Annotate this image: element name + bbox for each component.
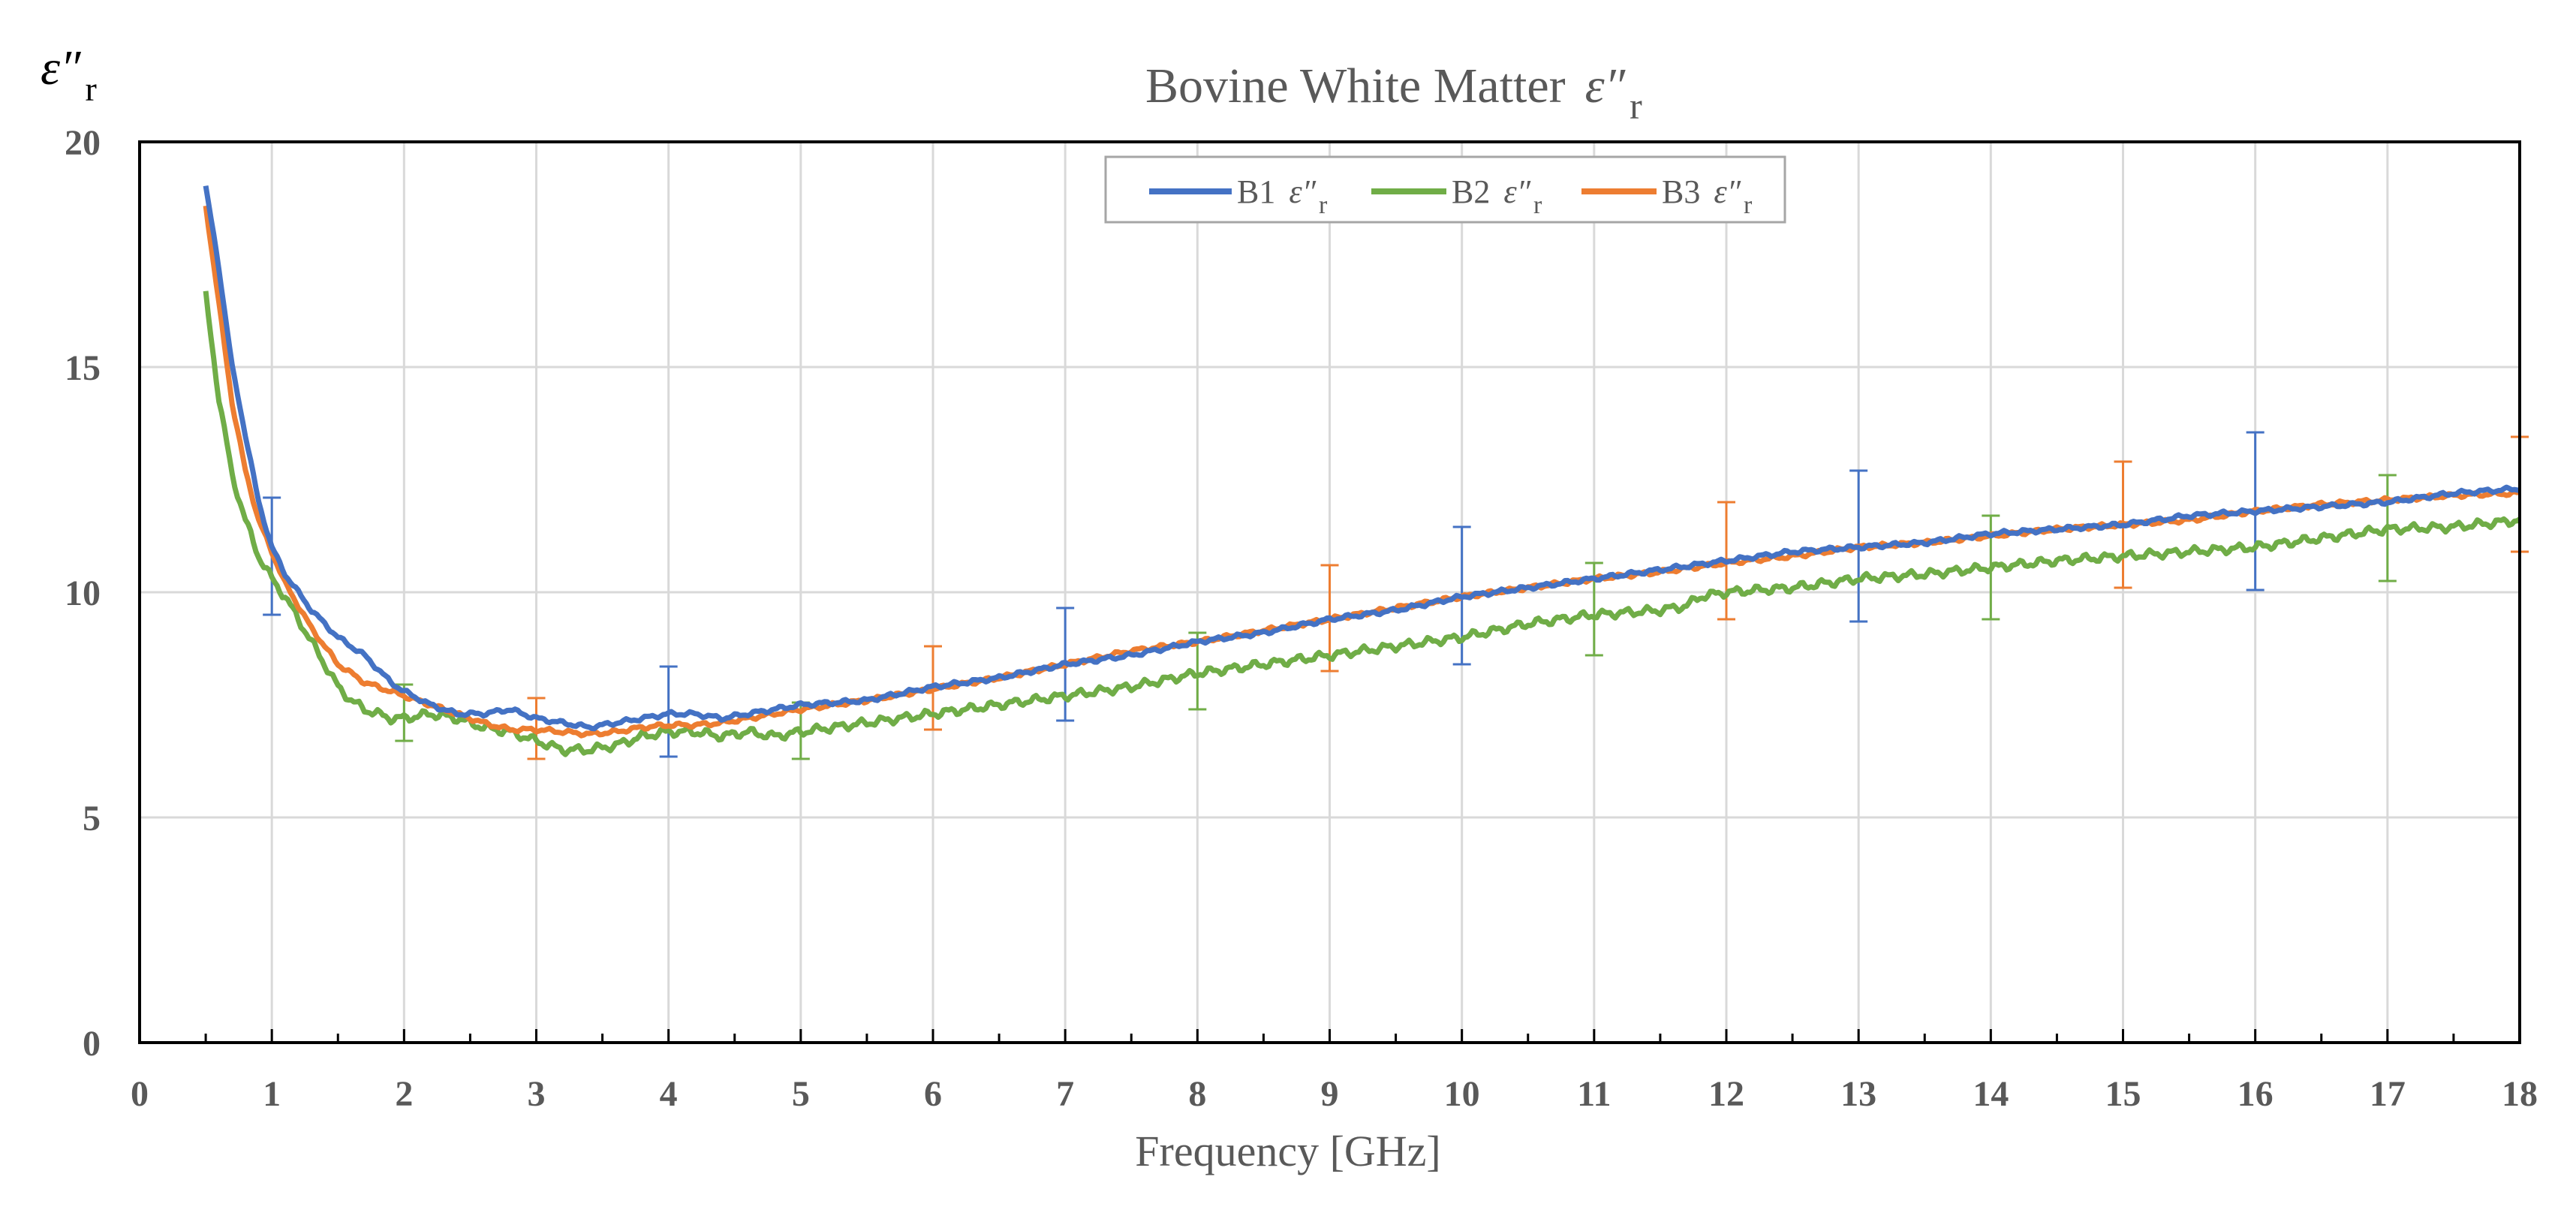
x-tick-label: 18 bbox=[2502, 1074, 2538, 1114]
legend-label-b3: B3 ε″ r bbox=[1662, 173, 1753, 219]
x-axis-tick-labels: 0 1 2 3 4 5 6 7 8 9 10 11 12 13 14 15 16 17 18 bbox=[131, 1074, 2538, 1114]
chart-title: Bovine White Matter ε″ r bbox=[1145, 59, 1642, 127]
legend-item-b3: B3 ε″ r bbox=[1581, 173, 1753, 219]
y-tick-label: 15 bbox=[65, 348, 101, 388]
x-tick-label: 10 bbox=[1444, 1074, 1480, 1114]
x-tick-label: 6 bbox=[924, 1074, 942, 1114]
error-bar-b3 bbox=[527, 697, 546, 760]
x-tick-label: 17 bbox=[2370, 1074, 2406, 1114]
x-tick-label: 11 bbox=[1577, 1074, 1611, 1114]
x-tick-label: 13 bbox=[1840, 1074, 1876, 1114]
x-tick-label: 15 bbox=[2105, 1074, 2141, 1114]
x-axis-title: Frequency [GHz] bbox=[1135, 1127, 1440, 1175]
legend-label-b2: B2 ε″ r bbox=[1452, 173, 1542, 219]
y-tick-label: 0 bbox=[83, 1024, 101, 1064]
legend-label-b1: B1 ε″ r bbox=[1237, 173, 1328, 219]
x-tick-label: 1 bbox=[263, 1074, 281, 1114]
legend: B1 ε″ r B2 ε″ r B3 ε″ r bbox=[1104, 155, 1786, 224]
x-tick-label: 2 bbox=[395, 1074, 413, 1114]
x-tick-label: 7 bbox=[1056, 1074, 1074, 1114]
y-tick-label: 20 bbox=[65, 123, 101, 163]
x-tick-label: 5 bbox=[792, 1074, 810, 1114]
x-tick-label: 12 bbox=[1708, 1074, 1744, 1114]
error-bar-b2 bbox=[1188, 631, 1207, 711]
series-line-b3 bbox=[203, 205, 2520, 739]
error-bars bbox=[263, 431, 2529, 760]
legend-item-b1: B1 ε″ r bbox=[1149, 173, 1328, 219]
y-tick-label: 10 bbox=[65, 573, 101, 613]
x-tick-label: 0 bbox=[131, 1074, 149, 1114]
series-line-b1 bbox=[203, 185, 2520, 732]
x-tick-label: 3 bbox=[528, 1074, 546, 1114]
x-axis-ticks bbox=[138, 1029, 2521, 1043]
legend-item-b2: B2 ε″ r bbox=[1371, 173, 1542, 219]
series-lines bbox=[203, 185, 2521, 757]
series-line-b2 bbox=[203, 290, 2521, 757]
x-tick-label: 16 bbox=[2237, 1074, 2274, 1114]
x-tick-label: 4 bbox=[660, 1074, 678, 1114]
y-tick-label: 5 bbox=[83, 799, 101, 838]
x-tick-label: 14 bbox=[1973, 1074, 2009, 1114]
x-tick-label: 8 bbox=[1188, 1074, 1206, 1114]
y-axis-tick-labels: 0 5 10 15 20 bbox=[65, 123, 101, 1064]
y-axis-title: ε″ r bbox=[41, 41, 97, 108]
x-tick-label: 9 bbox=[1321, 1074, 1339, 1114]
